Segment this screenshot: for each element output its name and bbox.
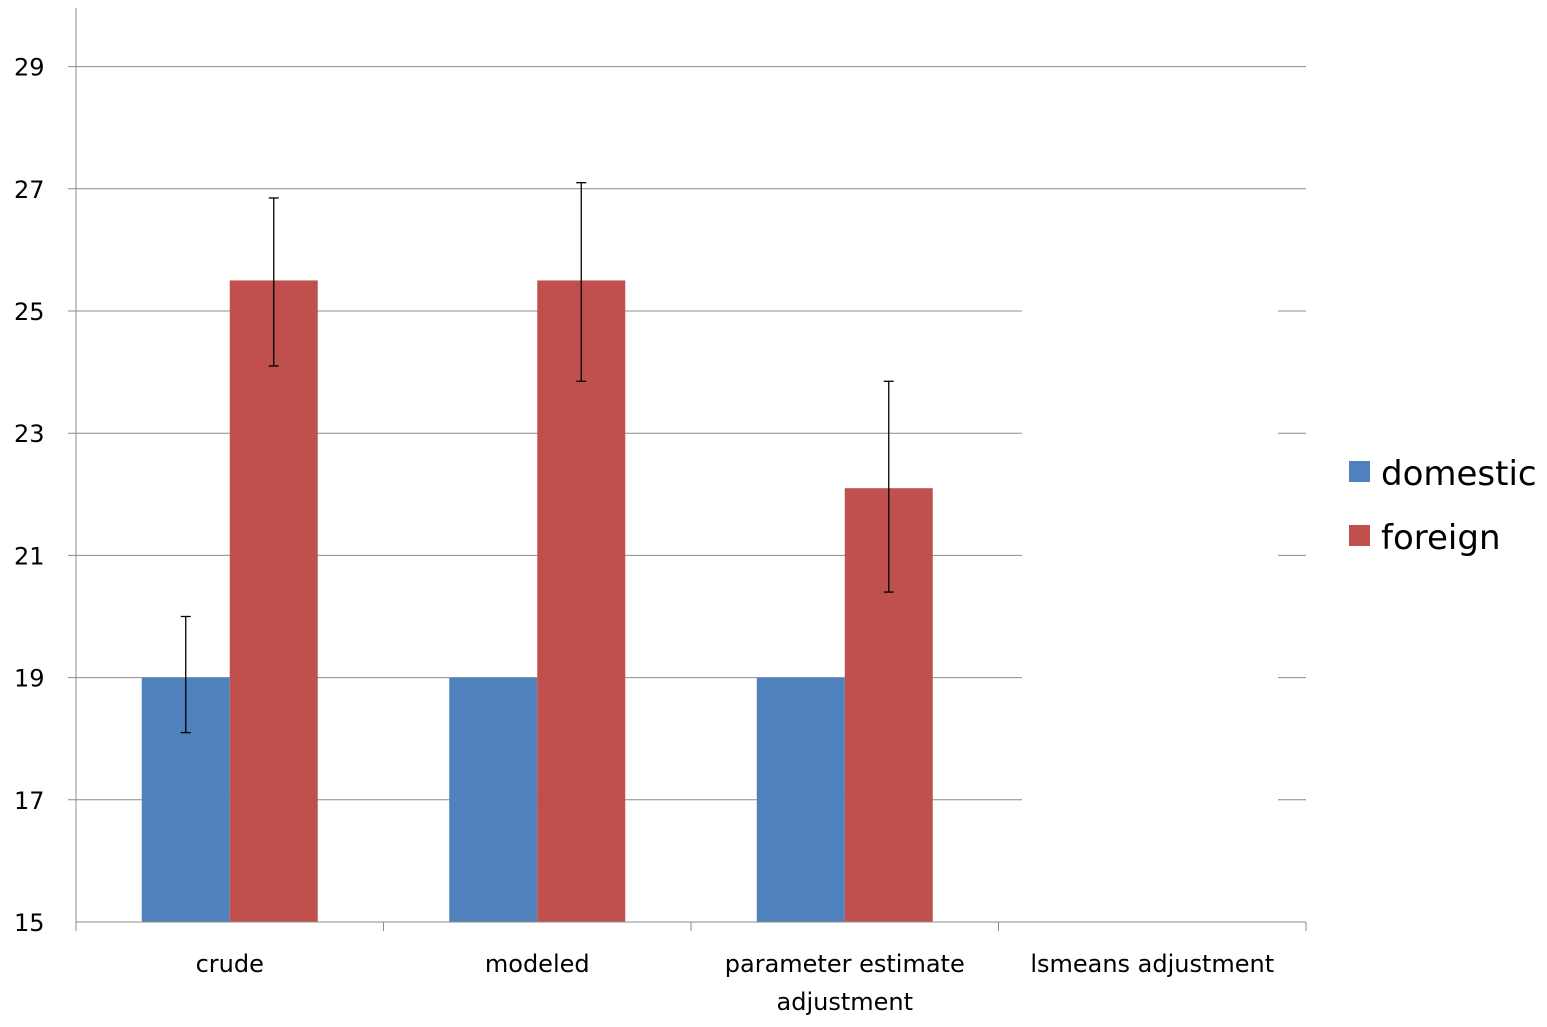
- y-tick-label: 29: [14, 54, 45, 82]
- x-tick-label: lsmeans adjustment: [1030, 950, 1274, 978]
- x-tick-label: adjustment: [777, 988, 914, 1016]
- y-tick-label: 27: [14, 176, 45, 204]
- y-tick-label: 15: [14, 909, 45, 937]
- y-tick-label: 23: [14, 420, 45, 448]
- bar-foreign: [229, 280, 318, 922]
- x-tick-label: crude: [196, 950, 264, 978]
- y-tick-label: 25: [14, 298, 45, 326]
- legend-swatch-foreign: [1349, 525, 1370, 546]
- legend-swatch-domestic: [1349, 461, 1370, 482]
- x-tick-label: parameter estimate: [725, 950, 965, 978]
- bar-foreign: [537, 280, 626, 922]
- x-tick-label: modeled: [485, 950, 590, 978]
- legend-label-foreign: foreign: [1381, 518, 1501, 558]
- bar-domestic: [756, 677, 845, 922]
- legend-label-domestic: domestic: [1381, 454, 1537, 494]
- bar-domestic: [449, 677, 538, 922]
- y-tick-label: 19: [14, 665, 45, 693]
- y-tick-label: 21: [14, 542, 45, 570]
- y-tick-label: 17: [14, 787, 45, 815]
